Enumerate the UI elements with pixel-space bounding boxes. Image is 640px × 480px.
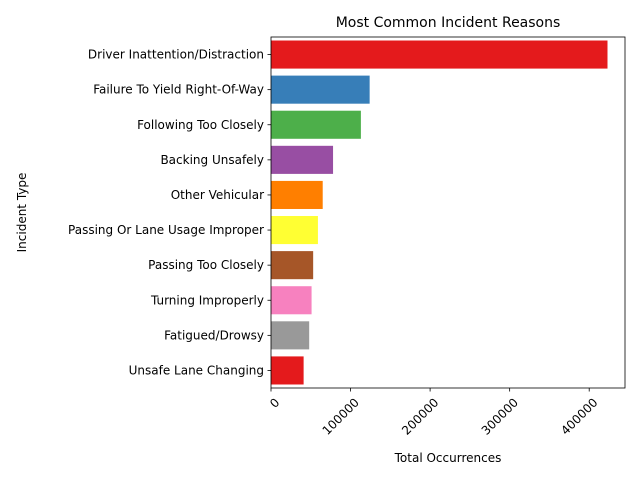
y-tick-label: Passing Or Lane Usage Improper xyxy=(68,223,264,237)
y-tick-label: Fatigued/Drowsy xyxy=(164,328,264,342)
bars-group xyxy=(271,40,608,385)
y-tick-label: Turning Improperly xyxy=(150,293,264,307)
bar xyxy=(271,180,323,209)
x-tick-label: 0 xyxy=(267,395,282,410)
y-axis-label: Incident Type xyxy=(15,173,29,253)
chart-title: Most Common Incident Reasons xyxy=(336,15,561,31)
y-tick-label: Driver Inattention/Distraction xyxy=(88,48,264,62)
y-tick-label: Unsafe Lane Changing xyxy=(129,363,264,377)
y-tick-label: Backing Unsafely xyxy=(160,153,264,167)
bar xyxy=(271,356,304,385)
bar xyxy=(271,40,608,69)
x-tick-label: 100000 xyxy=(320,395,362,437)
x-axis-ticks: 0 100000 200000 300000 400000 xyxy=(267,388,601,438)
bar xyxy=(271,216,318,245)
bar xyxy=(271,75,370,104)
x-tick-label: 400000 xyxy=(558,395,600,437)
y-tick-label: Failure To Yield Right-Of-Way xyxy=(93,83,264,97)
x-tick-label: 200000 xyxy=(399,395,441,437)
y-tick-label: Other Vehicular xyxy=(171,188,264,202)
plot-frame xyxy=(270,36,626,389)
bar xyxy=(271,286,312,315)
axes-spines xyxy=(270,36,626,389)
y-axis-ticks: Driver Inattention/Distraction Failure To… xyxy=(68,48,271,377)
x-tick-label: 300000 xyxy=(479,395,521,437)
bar xyxy=(271,110,361,139)
y-tick-label: Passing Too Closely xyxy=(148,258,264,272)
bar xyxy=(271,251,314,280)
bar xyxy=(271,145,334,174)
bar xyxy=(271,321,310,350)
x-axis-label: Total Occurrences xyxy=(394,451,502,465)
y-tick-label: Following Too Closely xyxy=(137,118,264,132)
